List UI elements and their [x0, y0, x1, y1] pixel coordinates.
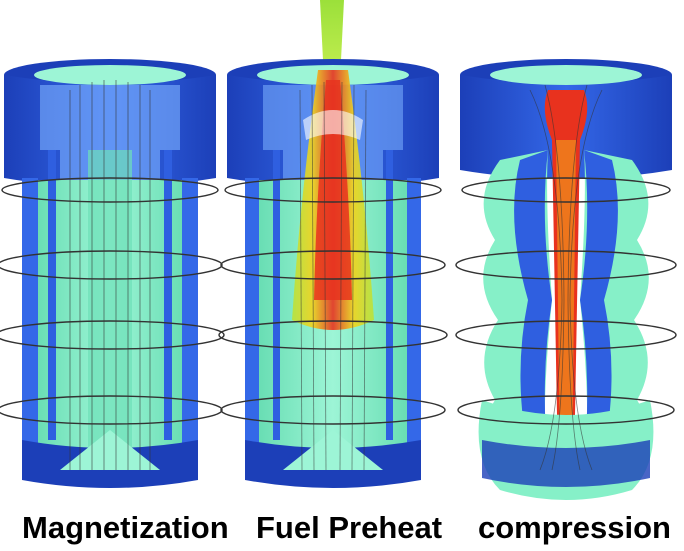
liner-wall-left	[245, 178, 259, 453]
hot-core	[314, 80, 352, 300]
cap-cutaway	[40, 85, 180, 180]
hot-column-core	[556, 140, 576, 470]
coil-loops	[218, 177, 448, 425]
cap-opening	[34, 65, 186, 85]
base-cutaway	[60, 430, 160, 470]
inner-wall-left	[48, 150, 56, 440]
caption-magnetization: Magnetization	[22, 510, 229, 545]
liner-wall-left	[514, 150, 552, 460]
window-membrane	[303, 110, 363, 140]
liner-wall-left	[22, 178, 38, 453]
liner-wall-right	[182, 178, 198, 453]
coil-loops	[455, 177, 677, 425]
axial-field-lines	[299, 81, 367, 471]
base-ring	[482, 440, 650, 487]
inner-wall-right	[386, 150, 393, 440]
caption-compression: compression	[478, 510, 671, 545]
coil-loops	[0, 177, 225, 425]
inner-wall-left	[273, 150, 280, 440]
caption-fuel-preheat: Fuel Preheat	[256, 510, 443, 545]
axial-field-lines	[69, 80, 151, 470]
liner-wall-right	[580, 150, 618, 460]
compressed-field-lines	[529, 84, 603, 471]
panel-fuel-preheat	[218, 0, 448, 488]
inner-wall-right	[164, 150, 172, 440]
panel-compression	[455, 59, 677, 500]
panel-magnetization	[0, 59, 225, 488]
cap-opening	[490, 65, 642, 85]
central-column	[88, 150, 132, 460]
liner-wall-right	[407, 178, 421, 453]
base-cutaway	[283, 430, 383, 470]
